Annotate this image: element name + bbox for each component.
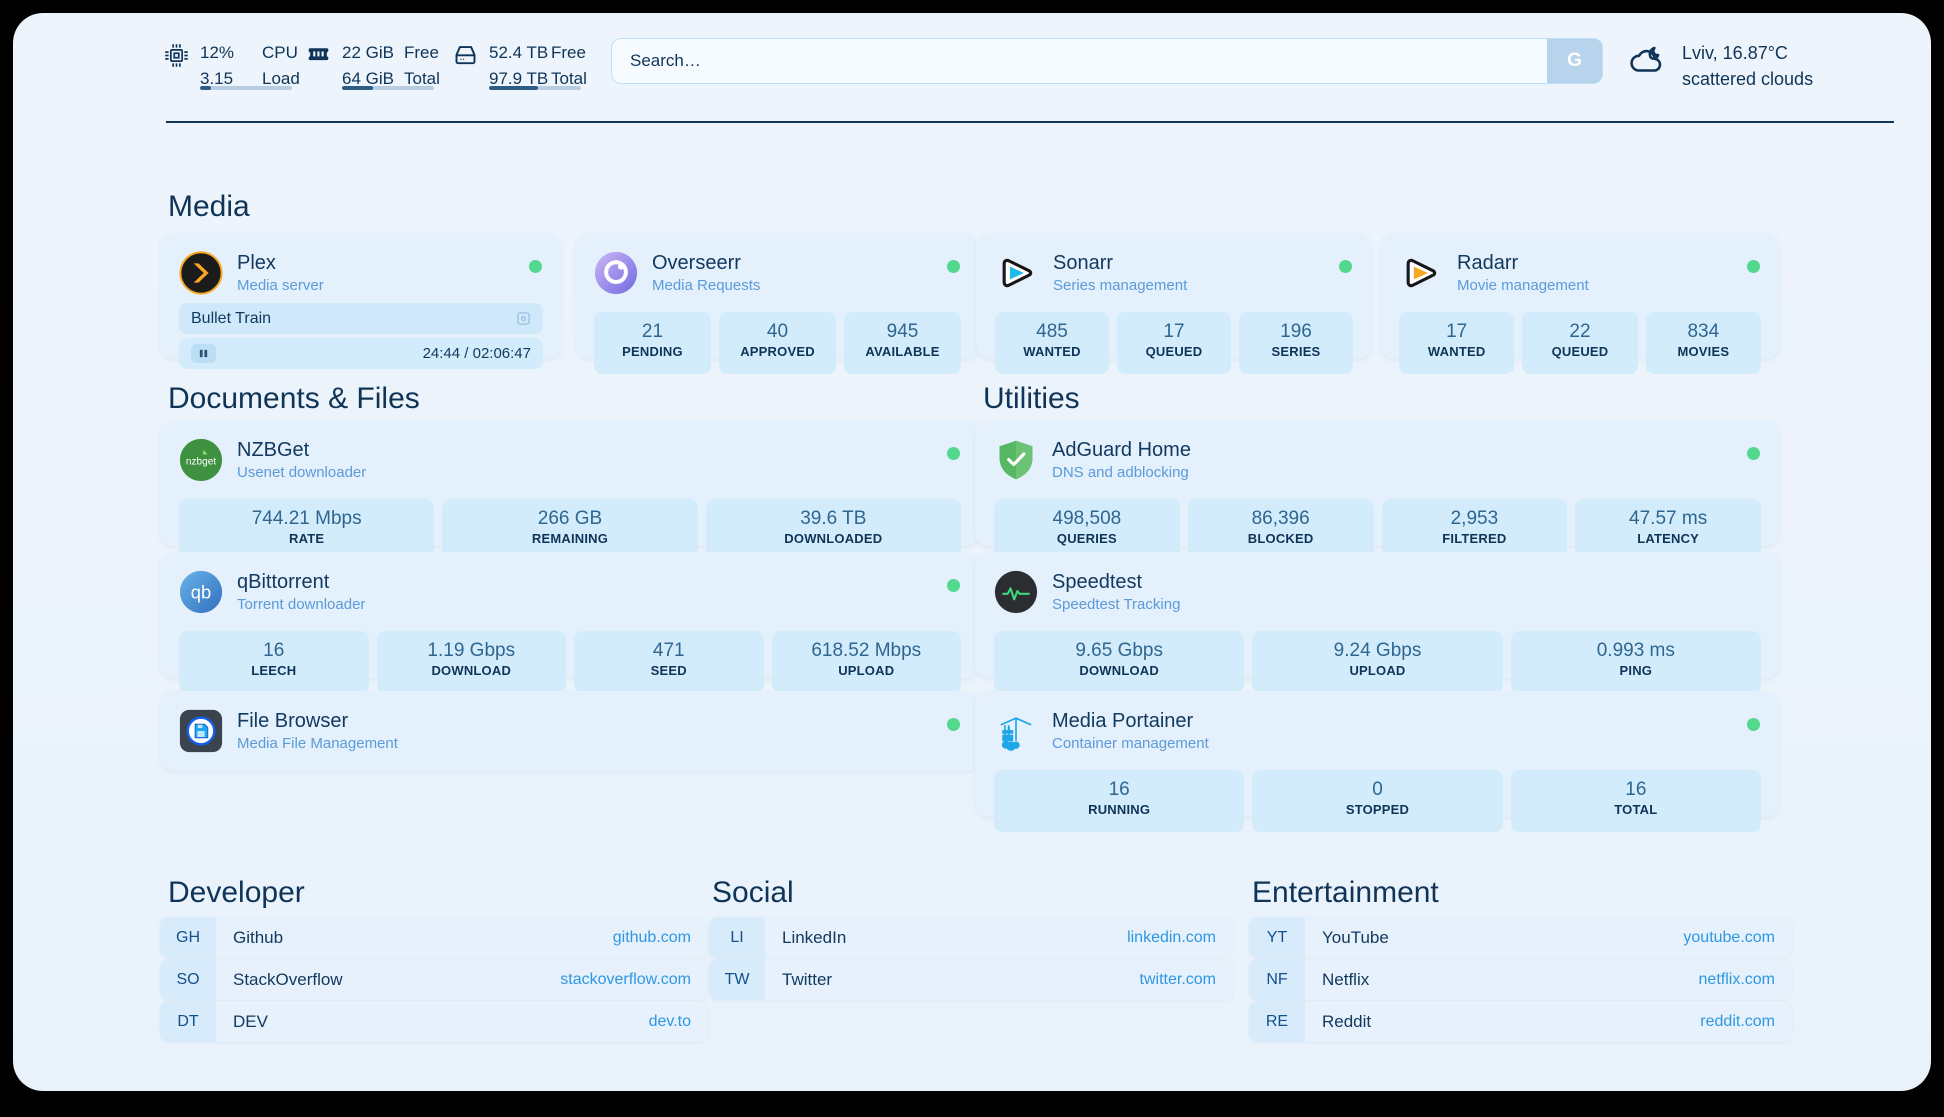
svg-text:qb: qb <box>191 581 211 602</box>
svg-text:nzbget: nzbget <box>186 456 216 467</box>
